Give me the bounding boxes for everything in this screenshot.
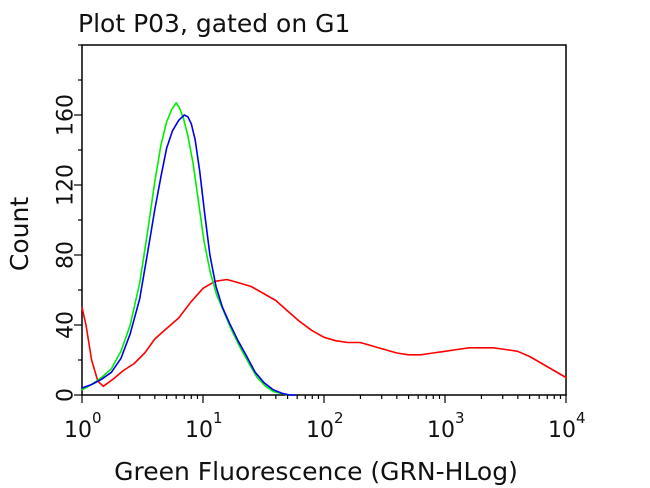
x-tick-label: 10	[185, 418, 213, 443]
y-axis-ticks: 0 40 80 120 160	[54, 44, 82, 402]
series-line-2	[81, 102, 289, 396]
x-tick-label: 10	[306, 418, 334, 443]
series-line-1	[81, 278, 567, 388]
plot-frame	[81, 44, 567, 396]
x-tick-exponent: 2	[334, 409, 344, 427]
y-tick-label: 160	[54, 94, 79, 136]
x-tick-label: 10	[64, 418, 92, 443]
x-tick-exponent: 3	[455, 409, 465, 427]
y-axis-label: Count	[5, 197, 34, 271]
x-tick-exponent: 4	[576, 409, 586, 427]
series-line-3	[81, 114, 297, 396]
chart-title: Plot P03, gated on G1	[78, 9, 350, 38]
y-tick-label: 0	[54, 388, 79, 402]
x-tick-exponent: 1	[213, 409, 223, 427]
y-tick-label: 120	[54, 164, 79, 206]
x-axis-label: Green Fluorescence (GRN-HLog)	[114, 457, 518, 486]
y-tick-label: 40	[54, 311, 79, 339]
x-axis-ticks: 10 0 10 1 10 2 10 3 10 4	[64, 395, 586, 443]
x-tick-label: 10	[548, 418, 576, 443]
x-tick-exponent: 0	[92, 409, 102, 427]
series-layer	[81, 102, 567, 396]
x-tick-label: 10	[427, 418, 455, 443]
y-tick-label: 80	[54, 241, 79, 269]
